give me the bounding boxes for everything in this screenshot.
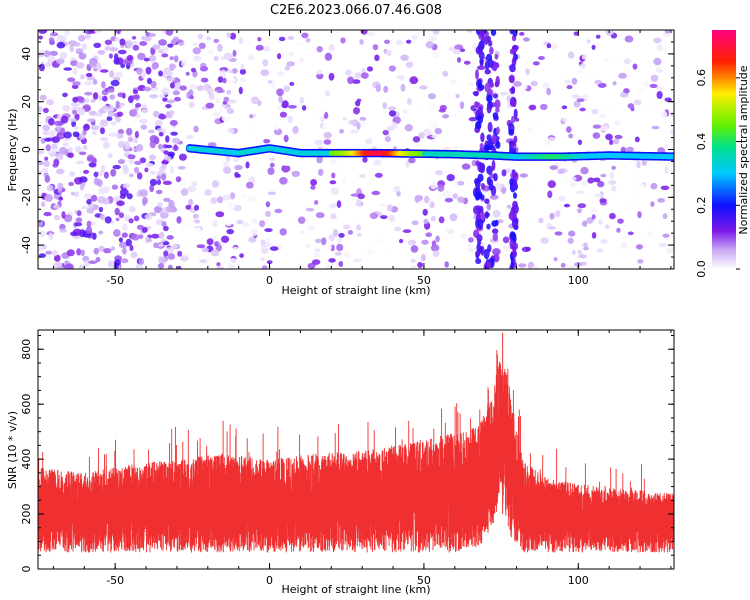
colorbar-label: Normalized spectral amplitude (737, 65, 750, 234)
spectrogram-x-axis-label: Height of straight line (km) (281, 284, 430, 297)
y-tick-label: 800 (20, 339, 33, 360)
snr-x-axis-label: Height of straight line (km) (281, 583, 430, 596)
spectrogram-panel: -50 0 50 100 -40 -20 0 20 40 Height of straight … (6, 29, 675, 297)
x-tick-label: 0 (266, 274, 273, 287)
x-tick-label: 50 (417, 274, 431, 287)
y-tick-label: 0 (20, 566, 33, 573)
y-tick-label: -20 (20, 188, 33, 206)
x-tick-label: 100 (568, 274, 589, 287)
x-tick-label: 50 (417, 574, 431, 587)
y-tick-label: 20 (20, 95, 33, 109)
y-tick-label: 200 (20, 504, 33, 525)
colorbar-tick-label: 0.6 (695, 69, 708, 87)
snr-y-axis-label: SNR (10 * v/v) (6, 411, 19, 489)
y-tick-label: 600 (20, 394, 33, 415)
colorbar-scale (712, 30, 736, 269)
y-tick-label: 400 (20, 449, 33, 470)
spectrogram-axes: -50 0 50 100 -40 -20 0 20 40 (20, 29, 674, 287)
y-tick-label: 40 (20, 47, 33, 61)
snr-panel: -50 0 50 100 0 200 400 600 800 Height of straigh… (6, 329, 675, 596)
colorbar-tick-label: 0.2 (695, 197, 708, 215)
spectrogram-y-axis-label: Frequency (Hz) (6, 109, 19, 192)
snr-series (38, 332, 674, 553)
spectrogram-noise (38, 30, 674, 269)
snr-trace (38, 350, 674, 553)
y-tick-label: 0 (20, 146, 33, 153)
colorbar-tick-label: 0.0 (695, 260, 708, 278)
snr-frame (37, 329, 675, 570)
x-tick-label: -50 (106, 274, 124, 287)
colorbar: 0.0 0.2 0.4 0.6 Normalized spectral amplitu… (695, 30, 750, 278)
chart-title: C2E6.2023.066.07.46.G08 (270, 3, 442, 18)
colorbar-ticks: 0.0 0.2 0.4 0.6 (695, 69, 740, 278)
x-tick-label: -50 (106, 574, 124, 587)
spectrogram-signal-trace (185, 144, 674, 161)
colorbar-tick-label: 0.4 (695, 133, 708, 151)
y-tick-label: -40 (20, 236, 33, 254)
x-tick-label: 0 (266, 574, 273, 587)
snr-axes: -50 0 50 100 0 200 400 600 800 (20, 330, 674, 587)
x-tick-label: 100 (568, 574, 589, 587)
